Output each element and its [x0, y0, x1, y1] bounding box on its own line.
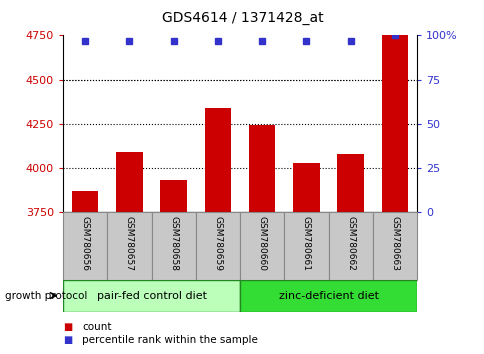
Text: GSM780662: GSM780662	[346, 216, 354, 271]
Text: ■: ■	[63, 335, 72, 345]
Text: GSM780658: GSM780658	[169, 216, 178, 271]
Bar	[196, 212, 240, 280]
Bar	[292, 163, 319, 212]
Bar	[248, 125, 275, 212]
Bar	[240, 280, 416, 312]
Bar	[381, 35, 408, 212]
Text: GSM780656: GSM780656	[80, 216, 90, 271]
Bar	[63, 280, 240, 312]
Text: GSM780663: GSM780663	[390, 216, 399, 271]
Text: GDS4614 / 1371428_at: GDS4614 / 1371428_at	[161, 11, 323, 25]
Text: percentile rank within the sample: percentile rank within the sample	[82, 335, 258, 345]
Bar	[337, 154, 363, 212]
Bar	[116, 152, 142, 212]
Text: ■: ■	[63, 322, 72, 332]
Bar	[160, 179, 186, 212]
Bar	[63, 212, 107, 280]
Text: GSM780661: GSM780661	[302, 216, 310, 271]
Bar	[151, 212, 196, 280]
Text: pair-fed control diet: pair-fed control diet	[96, 291, 206, 301]
Bar	[240, 212, 284, 280]
Bar	[107, 212, 151, 280]
Text: count: count	[82, 322, 112, 332]
Bar	[372, 212, 416, 280]
Text: zinc-deficient diet: zinc-deficient diet	[278, 291, 378, 301]
Text: GSM780657: GSM780657	[125, 216, 134, 271]
Text: GSM780660: GSM780660	[257, 216, 266, 271]
Bar	[328, 212, 372, 280]
Text: growth protocol: growth protocol	[5, 291, 87, 301]
Text: GSM780659: GSM780659	[213, 216, 222, 271]
Bar	[204, 108, 231, 212]
Bar	[284, 212, 328, 280]
Bar	[72, 191, 98, 212]
